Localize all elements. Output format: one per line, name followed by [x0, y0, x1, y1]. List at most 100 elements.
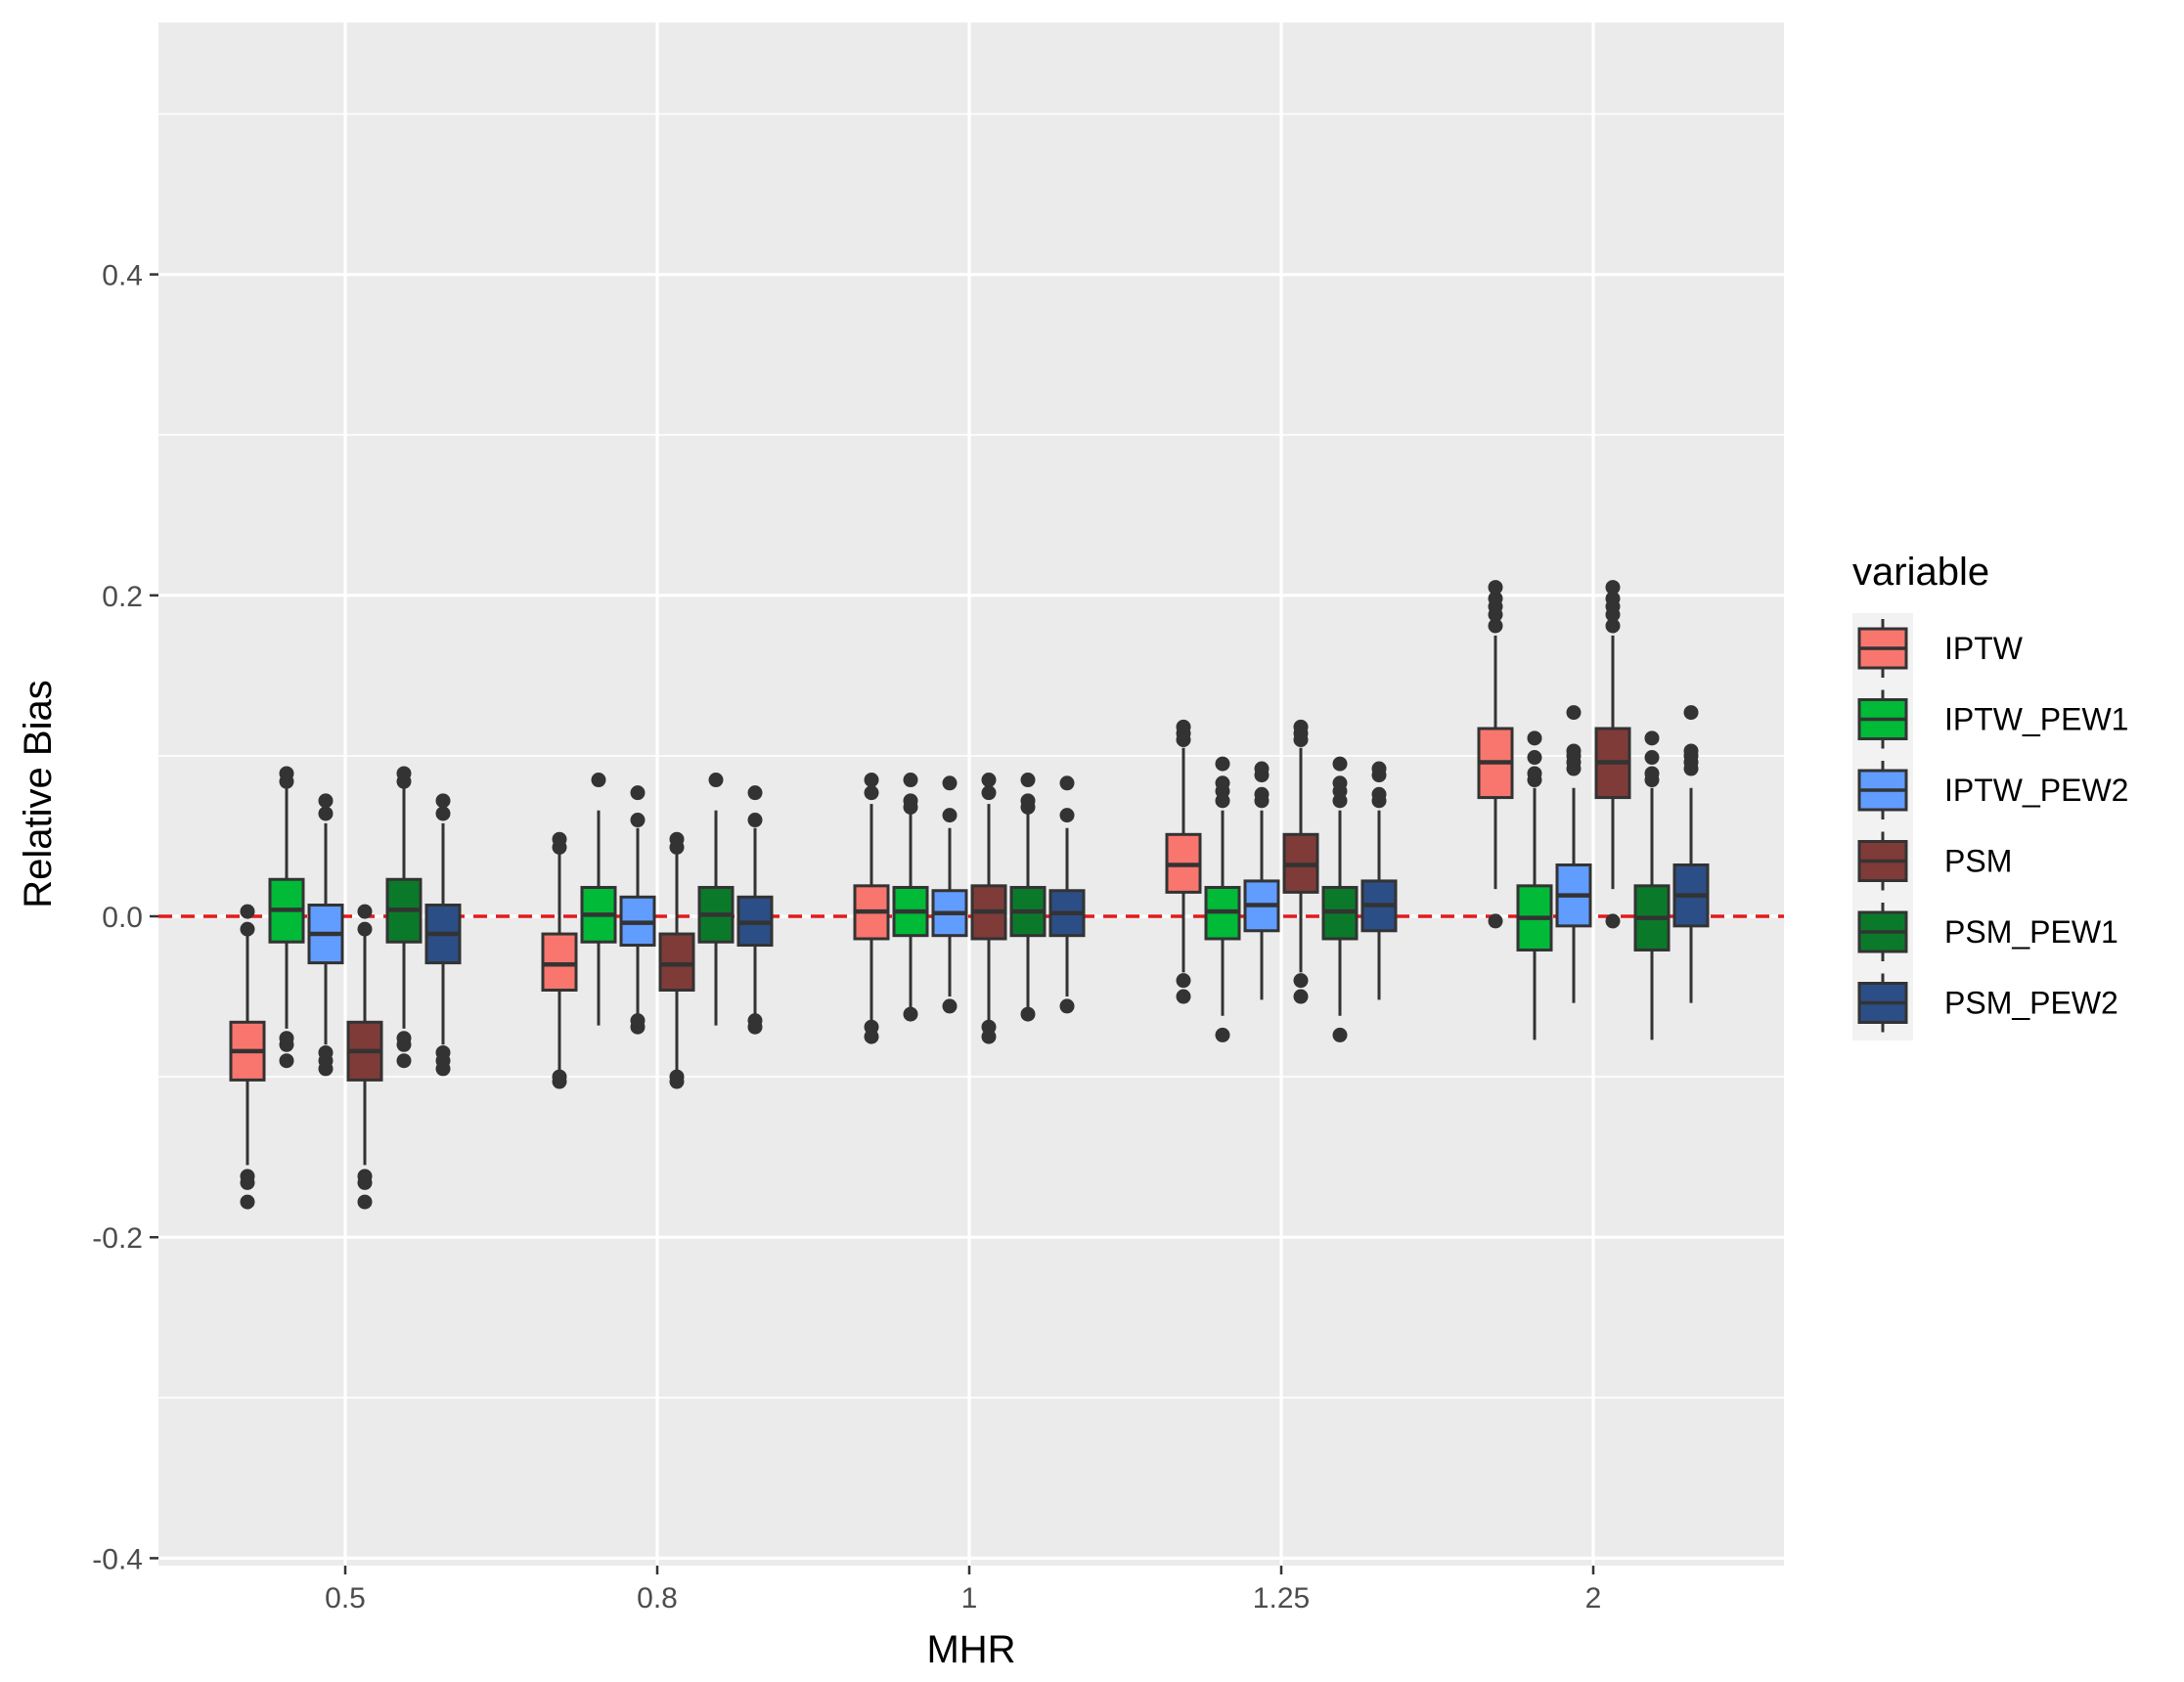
- series-psm-pew1: [385, 730, 1671, 1069]
- series-iptw-pew1: [268, 730, 1553, 1069]
- box: [1516, 730, 1553, 1040]
- series-iptw: [229, 580, 1514, 1210]
- major-gridlines: [158, 22, 1784, 1566]
- legend-key: [1857, 689, 1908, 749]
- outlier-point: [1488, 618, 1503, 634]
- minor-gridlines: [158, 112, 1784, 1399]
- series-psm-pew2: [424, 705, 1710, 1077]
- outlier-point: [1215, 1027, 1230, 1042]
- box: [931, 775, 968, 1014]
- outlier-point: [903, 773, 918, 788]
- outlier-point: [435, 1044, 451, 1060]
- outlier-point: [357, 1194, 373, 1210]
- outlier-point: [552, 831, 567, 847]
- outlier-point: [864, 773, 879, 788]
- y-tick-label: 0.0: [102, 902, 143, 934]
- outlier-point: [1488, 913, 1503, 929]
- series-iptw-pew2: [307, 705, 1592, 1077]
- legend-label: PSM_PEW2: [1944, 986, 2118, 1021]
- outlier-point: [1215, 775, 1230, 791]
- outlier-point: [1176, 973, 1191, 989]
- box: [346, 904, 383, 1210]
- outlier-point: [318, 793, 334, 809]
- y-tick-label: 0.2: [102, 581, 143, 613]
- box: [1555, 705, 1592, 1003]
- box: [541, 831, 578, 1089]
- outlier-point: [1176, 719, 1191, 734]
- box: [619, 785, 656, 1035]
- box: [1360, 761, 1398, 1000]
- outlier-point: [1332, 1027, 1348, 1042]
- outlier-point: [1644, 750, 1660, 766]
- x-axis-title: MHR: [926, 1628, 1015, 1671]
- legend-label: IPTW_PEW2: [1944, 773, 2128, 808]
- box: [1594, 580, 1631, 929]
- legend-label: IPTW: [1944, 631, 2024, 666]
- outlier-point: [1683, 705, 1699, 721]
- outlier-point: [669, 1069, 685, 1084]
- outlier-point: [1527, 750, 1542, 766]
- outlier-point: [1605, 618, 1621, 634]
- x-axis: 0.5 0.8 1 1.25 2: [325, 1566, 1601, 1615]
- outlier-point: [1605, 591, 1621, 606]
- outlier-point: [1566, 705, 1582, 721]
- outlier-point: [1020, 793, 1036, 809]
- outlier-point: [630, 785, 646, 801]
- outlier-point: [1332, 775, 1348, 791]
- outlier-point: [903, 1006, 918, 1022]
- x-tick-label: 1: [961, 1582, 978, 1615]
- outlier-point: [279, 766, 294, 781]
- box: [1243, 761, 1280, 1000]
- box: [853, 773, 890, 1044]
- legend-key: [1857, 973, 1908, 1033]
- legend-key: [1857, 903, 1908, 961]
- panel-background: [158, 22, 1784, 1566]
- box-body: [541, 932, 578, 992]
- outlier-point: [279, 1031, 294, 1046]
- outlier-point: [1332, 756, 1348, 772]
- box: [385, 766, 423, 1069]
- outlier-point: [1644, 730, 1660, 746]
- outlier-point: [1176, 989, 1191, 1004]
- outlier-point: [435, 806, 451, 821]
- outlier-point: [240, 1194, 255, 1210]
- y-axis-title: Relative Bias: [17, 680, 60, 907]
- outlier-point: [435, 793, 451, 809]
- box: [1048, 775, 1086, 1014]
- y-axis: 0.4 0.2 0.0 -0.2 -0.4: [92, 260, 158, 1575]
- outlier-point: [708, 773, 724, 788]
- legend-label: IPTW_PEW1: [1944, 702, 2128, 737]
- outlier-point: [1683, 743, 1699, 759]
- legend-key: [1857, 831, 1908, 891]
- box: [580, 773, 617, 1026]
- outlier-point: [552, 1069, 567, 1084]
- outlier-point: [942, 808, 958, 823]
- outlier-point: [396, 1053, 412, 1069]
- outlier-point: [1605, 580, 1621, 596]
- outlier-point: [1059, 808, 1075, 823]
- outlier-point: [1254, 761, 1270, 776]
- box: [1165, 719, 1202, 1004]
- box: [1204, 756, 1241, 1042]
- box: [736, 785, 774, 1035]
- outlier-point: [669, 831, 685, 847]
- outlier-point: [318, 1044, 334, 1060]
- outlier-point: [1215, 756, 1230, 772]
- legend-key: [1857, 761, 1908, 819]
- y-tick-label: -0.4: [92, 1543, 143, 1575]
- outlier-point: [1059, 775, 1075, 791]
- outlier-point: [396, 766, 412, 781]
- box: [697, 773, 735, 1026]
- x-tick-label: 0.5: [325, 1582, 366, 1615]
- outlier-point: [1020, 773, 1036, 788]
- outlier-point: [1371, 786, 1387, 802]
- box: [1633, 730, 1671, 1040]
- outlier-point: [279, 1053, 294, 1069]
- box: [892, 773, 929, 1022]
- outlier-point: [747, 785, 763, 801]
- box: [1009, 773, 1047, 1022]
- outlier-point: [1020, 1006, 1036, 1022]
- series-psm: [346, 580, 1631, 1210]
- y-tick-label: 0.4: [102, 260, 143, 292]
- outlier-point: [1488, 580, 1503, 596]
